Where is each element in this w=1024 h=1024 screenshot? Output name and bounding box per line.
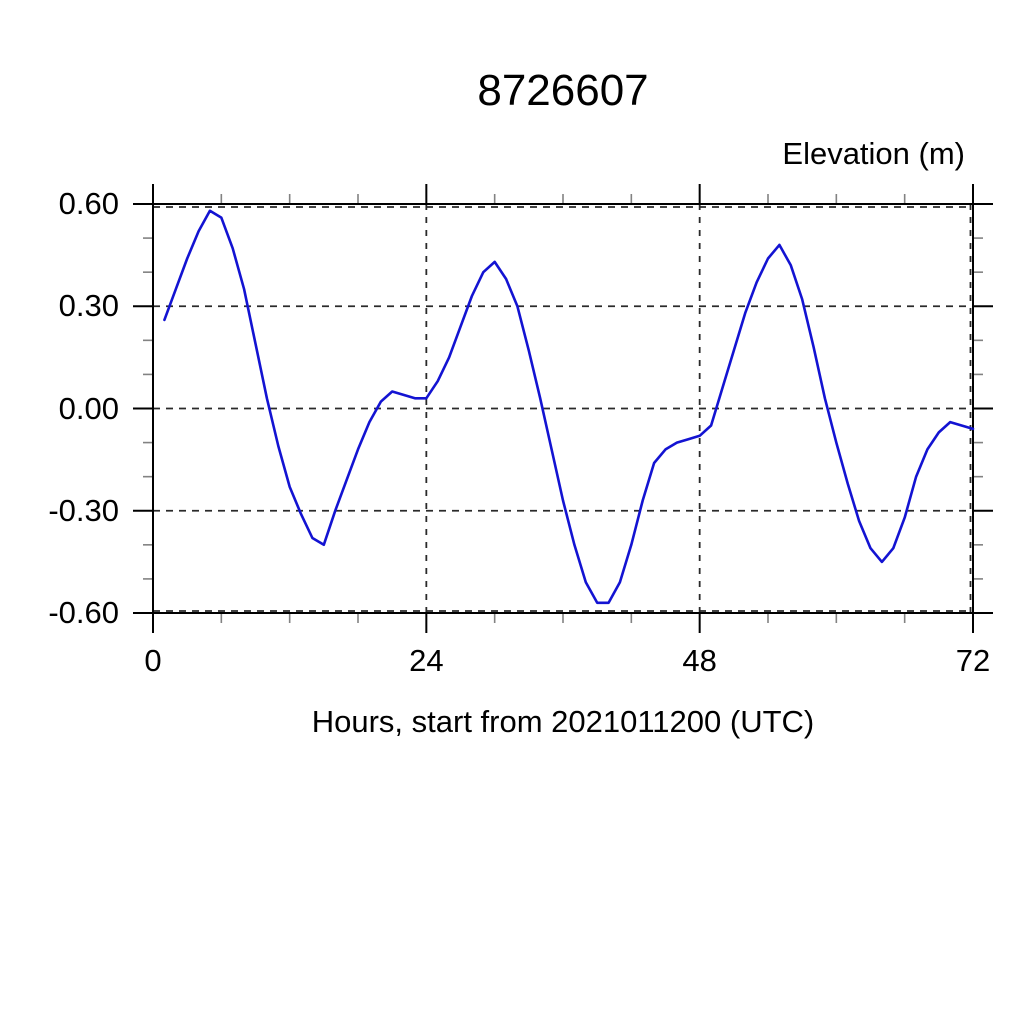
y-tick-label: 0.60 (58, 186, 119, 221)
y-tick-label: -0.60 (48, 595, 119, 630)
x-axis-title: Hours, start from 2021011200 (UTC) (311, 704, 815, 739)
x-tick-label: 72 (955, 643, 991, 678)
y-tick-label: -0.30 (48, 492, 119, 528)
x-tick-label: 0 (144, 643, 162, 678)
y-tick-label: 0.30 (58, 288, 119, 324)
chart-title: 8726607 (477, 66, 649, 115)
y-axis-title: Elevation (m) (782, 136, 965, 171)
x-tick-label: 48 (682, 643, 717, 678)
plot-frame (152, 203, 974, 614)
elevation-line (163, 209, 975, 605)
x-tick-label: 24 (409, 643, 444, 678)
y-tick-label: 0.00 (58, 390, 119, 426)
